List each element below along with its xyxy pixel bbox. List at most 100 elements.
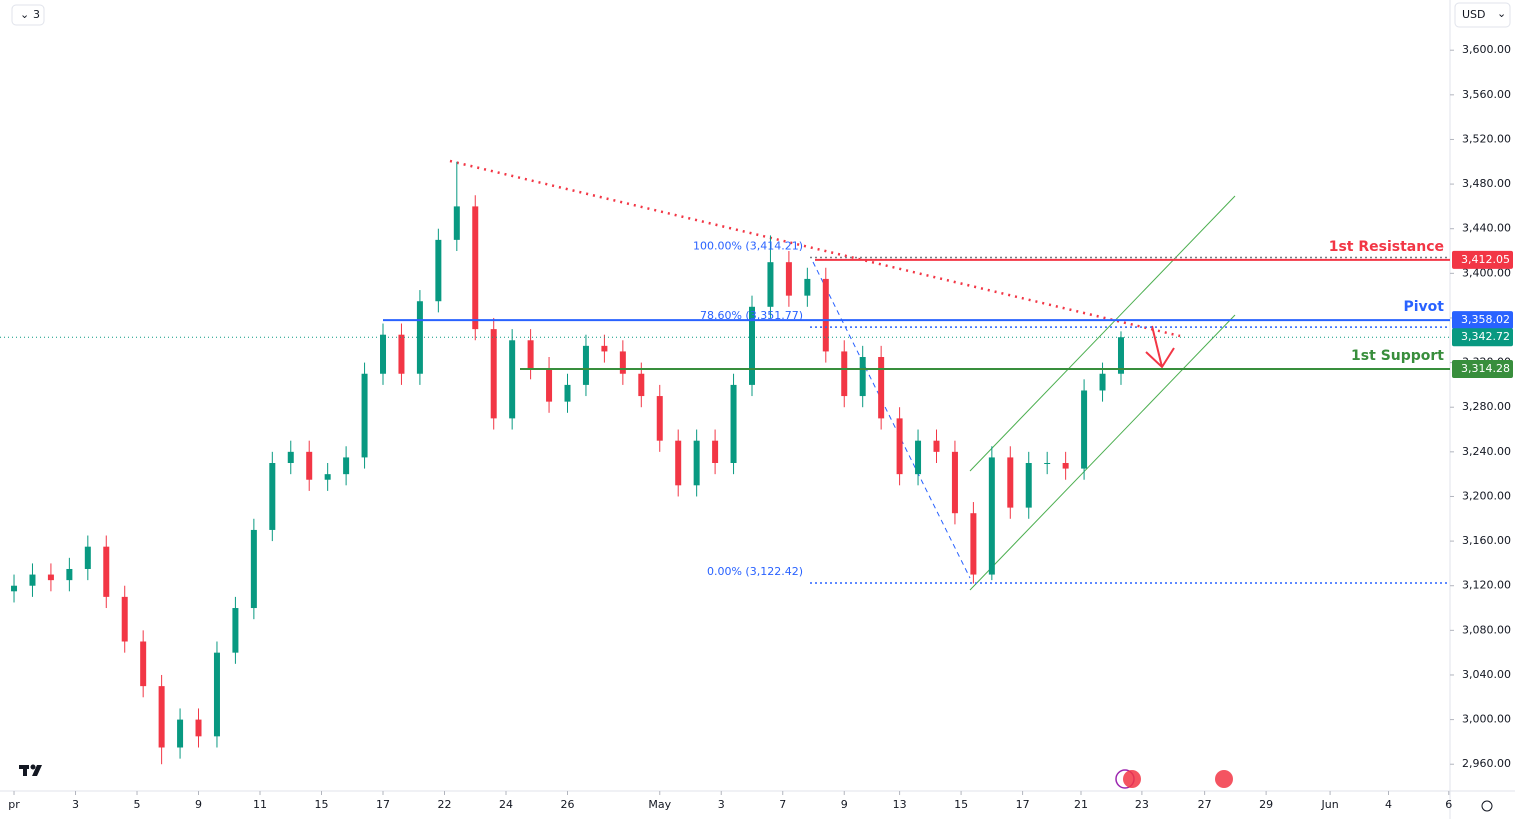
candle-body (841, 351, 848, 397)
candle-body (361, 373, 368, 458)
settings[interactable] (1481, 800, 1493, 812)
candle-body (269, 462, 276, 530)
chevron: ⌄ (1497, 7, 1506, 20)
price-box (1452, 311, 1513, 330)
price-box-label: 3,314.28 (1461, 362, 1510, 375)
candle-body (1099, 373, 1106, 391)
candle-body (343, 457, 350, 475)
candle-body (619, 351, 626, 374)
candle-body (730, 384, 737, 463)
y-tick-label: 3,400.00 (1462, 266, 1511, 279)
candle-body (804, 278, 811, 296)
candle-body (822, 278, 829, 352)
x-tick-label: May (648, 798, 671, 811)
candle-body (287, 451, 294, 463)
candle-body (564, 384, 571, 402)
candle-body (748, 306, 755, 385)
candle-body (250, 529, 257, 609)
candle-body (785, 262, 792, 296)
y-tick-label: 3,160.00 (1462, 534, 1511, 547)
candle-body (232, 608, 239, 653)
x-tick-label: 4 (1385, 798, 1392, 811)
candle-body (380, 334, 387, 374)
candle-body (970, 513, 977, 575)
candle-body (306, 451, 313, 480)
x-tick-label: 15 (954, 798, 968, 811)
x-tick-label: 9 (841, 798, 848, 811)
logo (19, 764, 42, 776)
fib-label: 100.00% (3,414.21) (693, 239, 803, 252)
price-box (1452, 359, 1513, 378)
candle-body (472, 206, 479, 330)
y-tick-label: 3,200.00 (1462, 489, 1511, 502)
candle-body (859, 357, 866, 397)
x-tick-label: 17 (1016, 798, 1030, 811)
candles (11, 161, 1124, 765)
candle-body (47, 574, 54, 581)
x-tick-label: Jun (1320, 798, 1338, 811)
candle-body (398, 334, 405, 374)
y-tick-label: 3,600.00 (1462, 43, 1511, 56)
y-tick-label: 2,960.00 (1462, 757, 1511, 770)
x-tick-label: 26 (561, 798, 575, 811)
x-tick-label: 24 (499, 798, 513, 811)
channel-upper (969, 195, 1236, 472)
currency: USD (1462, 8, 1486, 21)
candle-body (988, 457, 995, 575)
candle-body (509, 340, 516, 419)
level-name: 1st Support (1351, 348, 1444, 364)
x-tick-label: 13 (893, 798, 907, 811)
candle-body (453, 206, 460, 240)
candle-body (546, 368, 553, 402)
candle-body (601, 345, 608, 352)
price-box-label: 3,358.02 (1461, 313, 1510, 326)
price-box-label: 3,412.05 (1461, 253, 1510, 266)
price-box (1452, 328, 1513, 347)
x-tick-label: 29 (1259, 798, 1273, 811)
candle-body (896, 418, 903, 475)
y-tick-label: 3,040.00 (1462, 668, 1511, 681)
candle-body (66, 568, 73, 581)
candle-body (195, 719, 202, 737)
candle-body (84, 546, 91, 569)
x-tick-label: 7 (779, 798, 786, 811)
interval-button[interactable] (11, 4, 45, 26)
overlays: 100.00% (3,414.21) 78.60% (3,351.77) 0.00%… (0, 239, 1450, 584)
level-name: Pivot (1404, 299, 1445, 315)
candle-body (416, 301, 423, 374)
candle-body (1117, 337, 1124, 374)
x-tick-label: 11 (253, 798, 267, 811)
chevron: ⌄ (20, 8, 29, 21)
price-box (1452, 250, 1513, 269)
x-tick-label: 23 (1135, 798, 1149, 811)
candle-body (933, 440, 940, 452)
x-tick-label: pr (8, 798, 20, 811)
candle-body (915, 440, 922, 475)
x-tick-label: 9 (195, 798, 202, 811)
candle-body (121, 596, 128, 642)
candle-body (158, 686, 165, 748)
candle-body (582, 345, 589, 385)
arrow (1145, 325, 1175, 369)
candle-body (1007, 457, 1014, 508)
candle-body (656, 396, 663, 441)
fib-trend (812, 261, 971, 579)
x-tick-label: 15 (315, 798, 329, 811)
currency-button[interactable] (1454, 2, 1511, 28)
candle-body (951, 451, 958, 514)
y-tick-label: 3,120.00 (1462, 579, 1511, 592)
fib-label: 78.60% (3,351.77) (700, 309, 803, 322)
candle-body (1044, 462, 1051, 464)
y-tick-label: 3,440.00 (1462, 222, 1511, 235)
x-tick-label: 17 (376, 798, 390, 811)
y-tick-label: 3,280.00 (1462, 400, 1511, 413)
candle-body (435, 239, 442, 302)
candle-body (1025, 462, 1032, 508)
candle-body (767, 262, 774, 307)
candle-body (675, 440, 682, 486)
candle-body (693, 440, 700, 486)
candle-body (177, 719, 184, 748)
y-tick-label: 3,080.00 (1462, 623, 1511, 636)
x-tick-label: 22 (438, 798, 452, 811)
